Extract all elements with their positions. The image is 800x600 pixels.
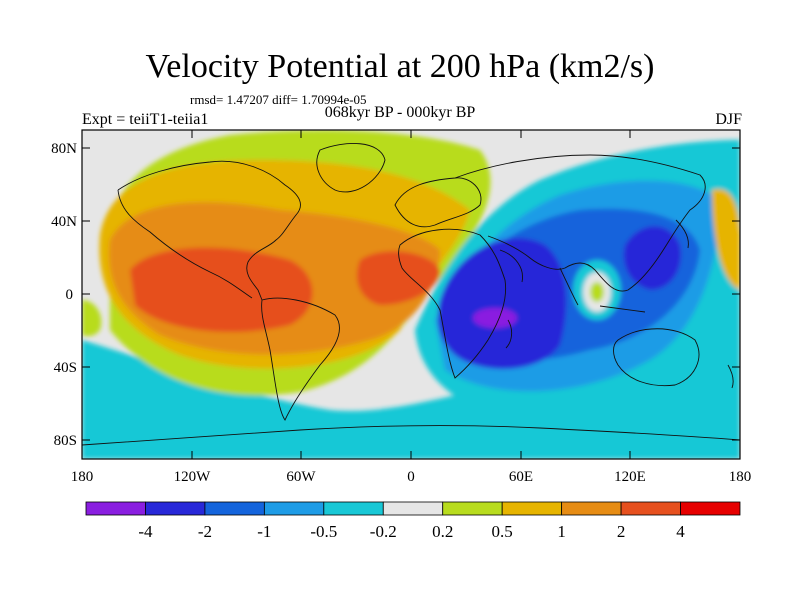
x-axis-ticks <box>81 130 741 459</box>
y-axis-ticks <box>82 147 740 441</box>
map-field <box>82 130 740 459</box>
y-tick-label: 40S <box>54 360 77 376</box>
y-tick-label: 80S <box>54 433 77 449</box>
x-tick-label: 60W <box>286 469 316 485</box>
y-tick-label: 80N <box>51 141 77 157</box>
colorbar-label: -2 <box>198 522 212 541</box>
experiment-label: Expt = teiiT1-teiia1 <box>82 111 209 128</box>
colorbar-swatch <box>680 501 741 516</box>
colorbar-swatch <box>501 501 563 516</box>
colorbar-swatch <box>323 501 384 516</box>
y-tick-label: 40N <box>51 214 77 230</box>
colorbar-swatch <box>620 501 681 516</box>
colorbar-labels: -4 -2 -1 -0.5 -0.2 0.2 0.5 1 2 4 <box>138 522 685 541</box>
x-tick-label: 120E <box>614 469 646 485</box>
colorbar-label: 0.5 <box>492 522 513 541</box>
season-label: DJF <box>715 111 742 128</box>
period-label: 068kyr BP - 000kyr BP <box>324 104 476 121</box>
colorbar-swatch <box>442 501 503 516</box>
colorbar-label: -4 <box>138 522 153 541</box>
stats-text: rmsd= 1.47207 diff= 1.70994e-05 <box>190 92 367 107</box>
colorbar <box>85 501 741 516</box>
colorbar-label: -0.5 <box>310 522 337 541</box>
colorbar-label: -0.2 <box>370 522 397 541</box>
colorbar-swatch <box>263 501 325 516</box>
colorbar-swatch <box>204 501 265 516</box>
x-tick-label: 120W <box>174 469 212 485</box>
colorbar-swatch <box>561 501 622 516</box>
colorbar-label: 0.2 <box>432 522 453 541</box>
colorbar-label: -1 <box>257 522 271 541</box>
colorbar-swatch <box>382 501 444 516</box>
colorbar-label: 4 <box>676 522 685 541</box>
x-tick-label: 60E <box>509 469 533 485</box>
colorbar-label: 2 <box>617 522 626 541</box>
colorbar-swatch <box>145 501 206 516</box>
x-tick-label: 180 <box>71 469 94 485</box>
x-tick-label: 0 <box>407 469 415 485</box>
y-tick-label: 0 <box>66 287 74 303</box>
chart-title: Velocity Potential at 200 hPa (km2/s) <box>145 48 655 85</box>
colorbar-label: 1 <box>557 522 566 541</box>
x-tick-label: 180 <box>729 469 752 485</box>
coastlines <box>82 142 740 446</box>
colorbar-swatch <box>85 501 146 516</box>
